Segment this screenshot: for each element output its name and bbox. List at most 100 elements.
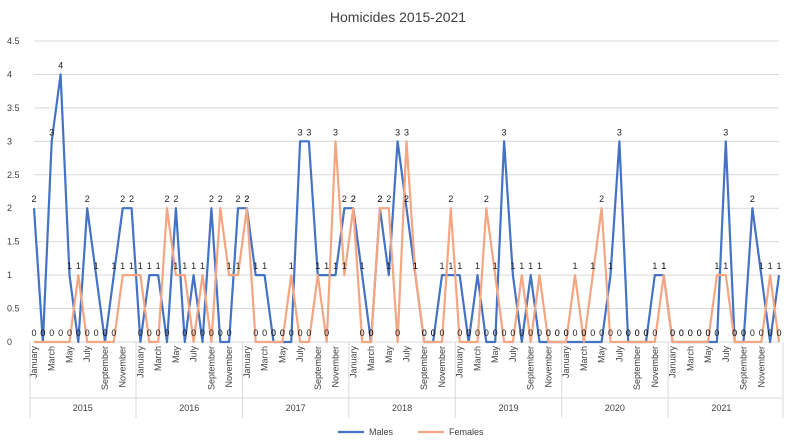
- data-label-females: 0: [102, 328, 107, 338]
- data-label-females: 0: [697, 328, 702, 338]
- x-tick-label: September: [206, 346, 216, 390]
- data-label-males: 1: [475, 261, 480, 271]
- year-label: 2017: [286, 403, 306, 413]
- data-label-males: 0: [182, 328, 187, 338]
- y-tick-label: 2: [7, 203, 12, 213]
- x-tick-label: September: [739, 346, 749, 390]
- data-label-females: 2: [218, 194, 223, 204]
- data-label-females: 1: [76, 261, 81, 271]
- data-label-females: 1: [768, 261, 773, 271]
- data-label-males: 2: [120, 194, 125, 204]
- x-tick-label: January: [455, 346, 465, 379]
- data-label-females: 0: [271, 328, 276, 338]
- data-label-males: 1: [386, 261, 391, 271]
- x-tick-label: July: [721, 346, 731, 363]
- data-label-males: 0: [537, 328, 542, 338]
- y-axis: 0 0.5 1 1.5 2 2.5 3 3.5 4 4.5: [7, 36, 20, 347]
- y-tick-label: 0: [7, 337, 12, 347]
- x-tick-label: November: [331, 346, 341, 388]
- y-tick-label: 4: [7, 69, 12, 79]
- data-label-males: 2: [351, 194, 356, 204]
- data-label-females: 0: [617, 328, 622, 338]
- data-label-males: 0: [741, 328, 746, 338]
- x-tick-label: May: [597, 346, 607, 364]
- data-label-males: 3: [306, 127, 311, 137]
- data-label-females: 0: [156, 328, 161, 338]
- data-label-males: 3: [617, 127, 622, 137]
- data-label-females: 0: [111, 328, 116, 338]
- x-tick-label: January: [561, 346, 571, 379]
- data-label-females: 0: [626, 328, 631, 338]
- data-label-females: 1: [493, 261, 498, 271]
- data-label-males: 1: [776, 261, 781, 271]
- data-label-females: 2: [165, 194, 170, 204]
- data-label-females: 2: [484, 194, 489, 204]
- data-label-males: 0: [289, 328, 294, 338]
- x-tick-label: March: [579, 346, 589, 371]
- data-label-females: 0: [253, 328, 258, 338]
- data-label-females: 2: [599, 194, 604, 204]
- x-tick-label: January: [135, 346, 145, 379]
- x-tick-label: March: [472, 346, 482, 371]
- y-tick-label: 3.5: [7, 103, 20, 113]
- data-label-males: 0: [714, 328, 719, 338]
- data-label-males: 0: [590, 328, 595, 338]
- data-label-males: 1: [111, 261, 116, 271]
- data-label-females: 0: [466, 328, 471, 338]
- data-label-females: 1: [182, 261, 187, 271]
- x-axis: January March May July September November 2015…: [29, 342, 784, 418]
- data-label-males: 1: [94, 261, 99, 271]
- data-label-males: 3: [49, 127, 54, 137]
- x-tick-label: July: [614, 346, 624, 363]
- data-label-males: 1: [528, 261, 533, 271]
- year-label: 2018: [392, 403, 412, 413]
- y-tick-label: 2.5: [7, 170, 20, 180]
- data-label-females: 0: [670, 328, 675, 338]
- data-label-females: 0: [457, 328, 462, 338]
- data-label-males: 0: [218, 328, 223, 338]
- data-label-males: 1: [253, 261, 258, 271]
- data-label-females: 1: [173, 261, 178, 271]
- data-label-females: 1: [573, 261, 578, 271]
- data-label-females: 1: [661, 261, 666, 271]
- data-label-females: 2: [244, 194, 249, 204]
- data-label-males: 0: [626, 328, 631, 338]
- y-tick-label: 1: [7, 270, 12, 280]
- data-label-females: 0: [439, 328, 444, 338]
- data-label-females: 1: [289, 261, 294, 271]
- data-label-females: 0: [750, 328, 755, 338]
- data-label-males: 0: [493, 328, 498, 338]
- data-label-females: 0: [608, 328, 613, 338]
- data-label-females: 1: [138, 261, 143, 271]
- data-label-males: 2: [404, 194, 409, 204]
- data-label-females: 0: [759, 328, 764, 338]
- data-label-males: 1: [652, 261, 657, 271]
- data-label-females: 1: [315, 261, 320, 271]
- data-label-males: 0: [519, 328, 524, 338]
- data-label-males: 1: [147, 261, 152, 271]
- chart-title: Homicides 2015-2021: [330, 9, 466, 25]
- data-label-females: 0: [369, 328, 374, 338]
- data-label-females: 0: [643, 328, 648, 338]
- data-label-females: 0: [502, 328, 507, 338]
- x-tick-label: March: [366, 346, 376, 371]
- data-label-females: 1: [129, 261, 134, 271]
- x-tick-label: January: [348, 346, 358, 379]
- data-label-males: 0: [200, 328, 205, 338]
- x-tick-label: January: [242, 346, 252, 379]
- data-label-males: 2: [342, 194, 347, 204]
- data-label-females: 3: [404, 127, 409, 137]
- data-label-females: 0: [49, 328, 54, 338]
- data-label-males: 3: [502, 127, 507, 137]
- series-lines: [32, 73, 781, 344]
- data-label-females: 0: [94, 328, 99, 338]
- x-tick-label: March: [685, 346, 695, 371]
- x-tick-label: March: [260, 346, 270, 371]
- data-label-females: 1: [537, 261, 542, 271]
- x-tick-label: November: [224, 346, 234, 388]
- data-label-males: 0: [635, 328, 640, 338]
- year-label: 2021: [711, 403, 731, 413]
- data-label-males: 0: [670, 328, 675, 338]
- x-tick-label: September: [632, 346, 642, 390]
